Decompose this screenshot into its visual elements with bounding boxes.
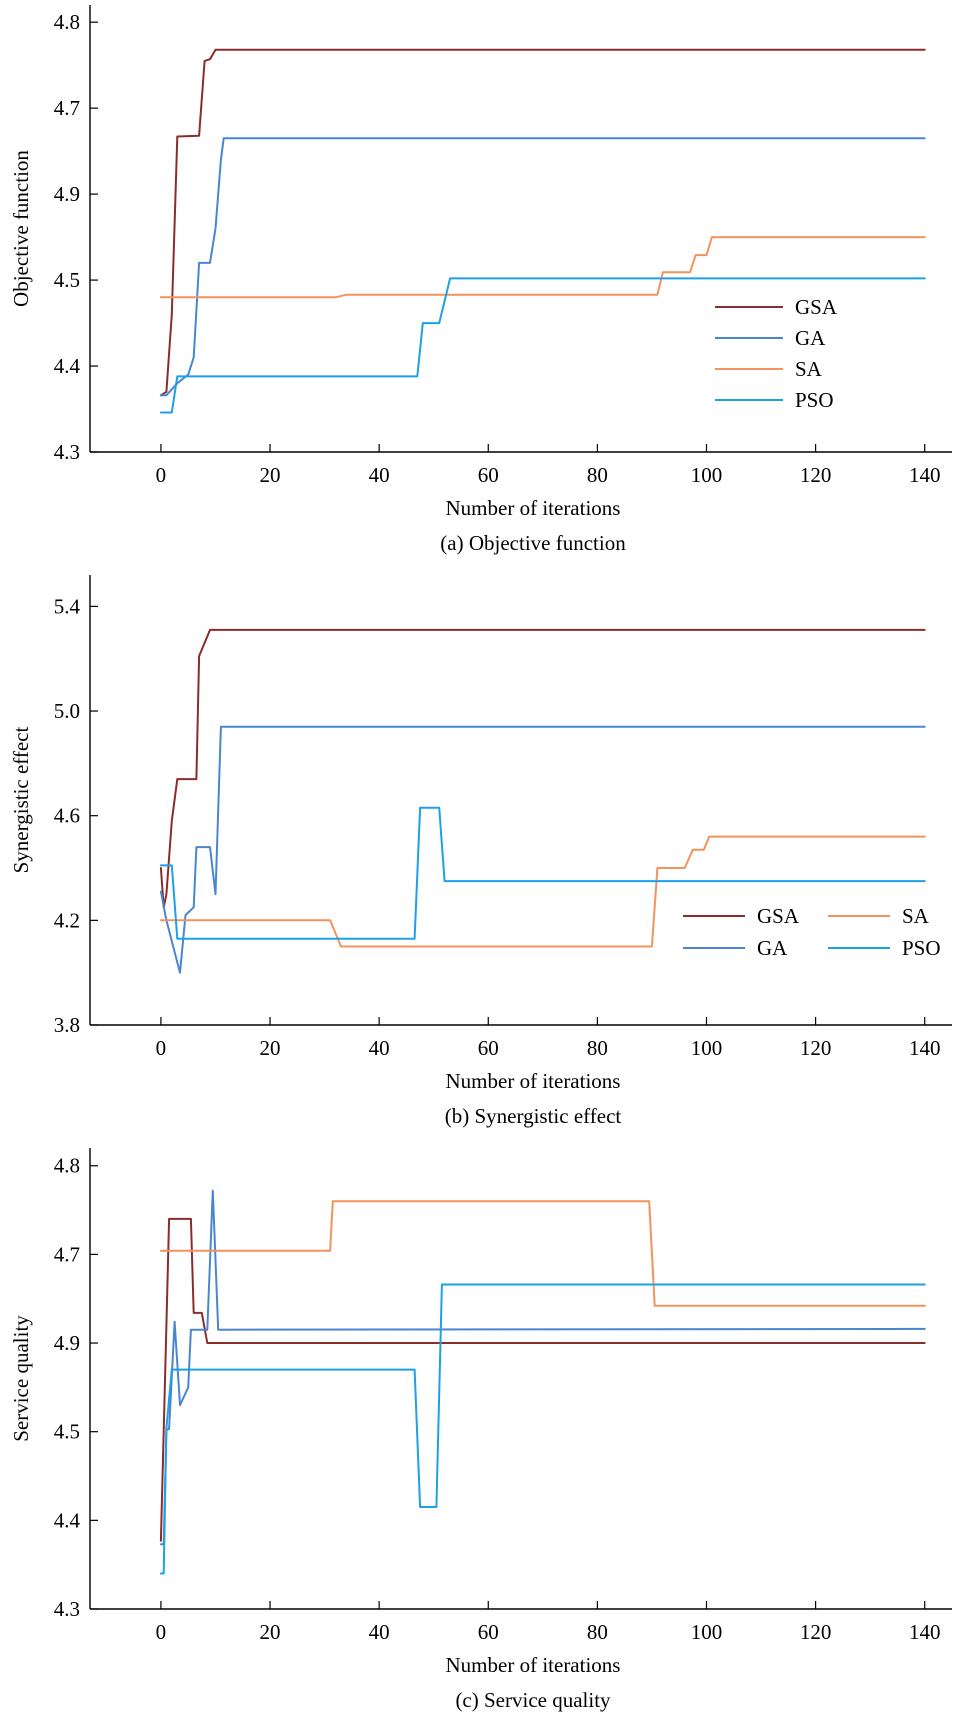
series-line-ga — [159, 137, 926, 397]
series-line-pso — [159, 1283, 926, 1575]
y-tick-label: 4.9 — [54, 182, 80, 206]
legend-label-ga: GA — [795, 326, 826, 350]
figure-caption: (c) Service quality — [455, 1688, 611, 1712]
series-line-pso — [159, 806, 926, 940]
legend-label-sa: SA — [902, 904, 930, 928]
x-tick-label: 60 — [478, 1036, 499, 1060]
x-tick-label: 40 — [369, 1036, 390, 1060]
x-axis-label: Number of iterations — [446, 1653, 621, 1677]
y-tick-label: 4.7 — [54, 1242, 80, 1266]
x-tick-label: 0 — [156, 1036, 167, 1060]
y-tick-label: 4.5 — [54, 1420, 80, 1444]
x-tick-label: 60 — [478, 1620, 499, 1644]
legend-label-pso: PSO — [902, 936, 941, 960]
x-tick-label: 100 — [691, 1036, 723, 1060]
x-tick-label: 80 — [587, 463, 608, 487]
y-axis-label: Synergistic effect — [9, 726, 33, 873]
chart-1: 3.8 4.2 4.6 5.0 5.4 0 20 40 60 80 100 120 140 Number … — [9, 575, 952, 1128]
x-axis-label: Number of iterations — [446, 1069, 621, 1093]
y-tick-label: 4.5 — [54, 268, 80, 292]
legend-label-sa: SA — [795, 357, 823, 381]
y-tick-label: 4.9 — [54, 1331, 80, 1355]
y-tick-label: 4.3 — [54, 440, 80, 464]
x-tick-label: 100 — [691, 1620, 723, 1644]
y-axis-label: Objective function — [9, 150, 33, 307]
chart-2: 4.3 4.4 4.5 4.9 4.7 4.8 0 20 40 60 80 100 120 140 Numb… — [9, 1148, 952, 1712]
x-tick-label: 140 — [909, 463, 941, 487]
series-line-pso — [159, 277, 926, 414]
legend: GSA GA SA PSO — [683, 904, 941, 960]
figure-caption: (a) Objective function — [440, 531, 626, 555]
y-axis-label: Service quality — [9, 1315, 33, 1442]
y-tick-label: 4.4 — [54, 354, 81, 378]
x-tick-label: 40 — [369, 1620, 390, 1644]
chart-0: 4.3 4.4 4.5 4.9 4.7 4.8 0 20 40 60 80 100 120 140 Numb… — [9, 5, 952, 555]
series-line-ga — [159, 1189, 926, 1546]
figure-caption: (b) Synergistic effect — [445, 1104, 622, 1128]
x-tick-label: 120 — [800, 1620, 832, 1644]
series-line-sa — [159, 236, 926, 299]
x-tick-label: 140 — [909, 1620, 941, 1644]
series-line-gsa — [159, 48, 926, 397]
x-tick-label: 100 — [691, 463, 723, 487]
y-tick-label: 5.0 — [54, 699, 80, 723]
y-tick-label: 4.4 — [54, 1508, 81, 1532]
y-tick-label: 4.2 — [54, 908, 80, 932]
series-line-sa — [159, 835, 926, 948]
legend: GSA GA SA PSO — [715, 295, 838, 412]
x-tick-label: 20 — [260, 1620, 281, 1644]
series-line-sa — [159, 1200, 926, 1307]
x-tick-label: 0 — [156, 1620, 167, 1644]
x-tick-label: 80 — [587, 1620, 608, 1644]
legend-label-ga: GA — [757, 936, 788, 960]
x-tick-label: 120 — [800, 463, 832, 487]
x-tick-label: 20 — [260, 1036, 281, 1060]
y-tick-label: 5.4 — [54, 594, 81, 618]
series-line-gsa — [159, 628, 926, 909]
legend-label-gsa: GSA — [795, 295, 838, 319]
series-line-ga — [159, 725, 926, 974]
y-tick-label: 4.6 — [54, 804, 80, 828]
legend-label-pso: PSO — [795, 388, 834, 412]
x-tick-label: 120 — [800, 1036, 832, 1060]
legend-label-gsa: GSA — [757, 904, 800, 928]
series-line-gsa — [159, 1217, 926, 1542]
x-axis-label: Number of iterations — [446, 496, 621, 520]
y-tick-label: 4.8 — [54, 1154, 80, 1178]
y-tick-label: 4.7 — [54, 96, 80, 120]
x-tick-label: 140 — [909, 1036, 941, 1060]
x-tick-label: 60 — [478, 463, 499, 487]
x-tick-label: 20 — [260, 463, 281, 487]
y-tick-label: 4.3 — [54, 1597, 80, 1621]
y-tick-label: 3.8 — [54, 1013, 80, 1037]
x-tick-label: 40 — [369, 463, 390, 487]
x-tick-label: 0 — [156, 463, 167, 487]
x-tick-label: 80 — [587, 1036, 608, 1060]
y-tick-label: 4.8 — [54, 10, 80, 34]
